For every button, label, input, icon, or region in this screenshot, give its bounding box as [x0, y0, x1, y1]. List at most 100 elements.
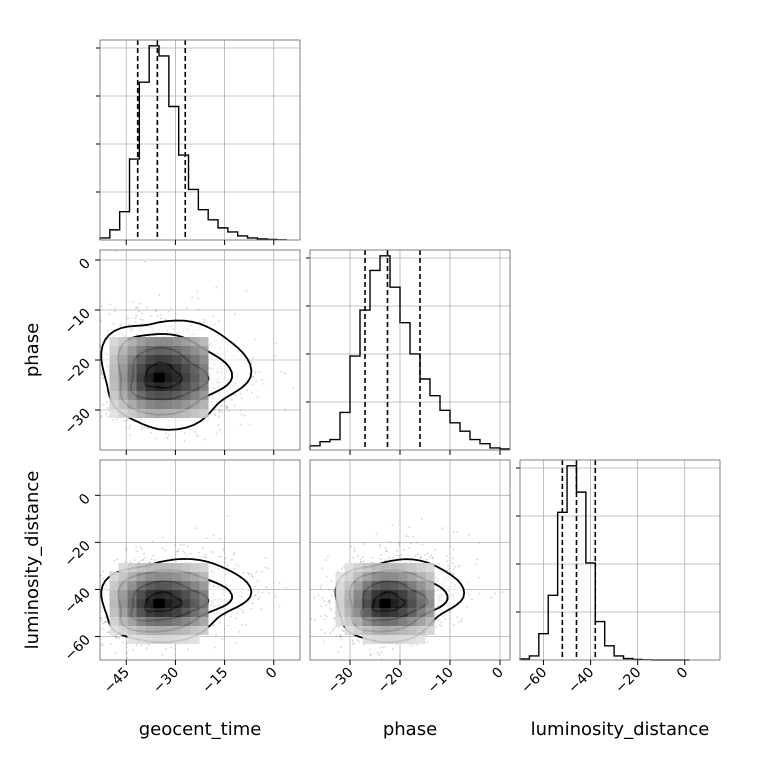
density-cell [335, 617, 345, 627]
sample-point [68, 625, 70, 627]
y-tick-label: 0 [76, 256, 94, 274]
sample-point [224, 557, 227, 560]
density-cell [154, 346, 164, 355]
density-cell [362, 608, 372, 618]
density-cell [181, 635, 191, 645]
sample-point [129, 560, 132, 563]
x-tick-label: 0 [489, 665, 507, 683]
density-cell [154, 581, 164, 591]
density-cell [163, 355, 173, 364]
sample-point [235, 563, 237, 566]
sample-point [333, 617, 336, 620]
sample-point [169, 307, 172, 309]
sample-point [451, 572, 453, 575]
sample-point [362, 555, 364, 558]
sample-point [258, 370, 261, 373]
sample-point [255, 570, 258, 573]
density-cell [109, 581, 119, 591]
sample-point [175, 550, 178, 553]
density-cell [172, 382, 182, 391]
density-cell [344, 581, 354, 591]
sample-point [350, 545, 352, 548]
sample-point [105, 621, 108, 624]
sample-point [219, 429, 222, 431]
sample-point [233, 404, 236, 407]
sample-point [435, 625, 437, 628]
density-cell [181, 400, 191, 409]
sample-point [140, 559, 143, 562]
sample-point [380, 646, 382, 649]
sample-point [224, 614, 227, 616]
density-cell [172, 346, 182, 355]
density-cell [380, 581, 390, 591]
sample-point [115, 418, 118, 420]
sample-point [449, 617, 451, 620]
sample-point [89, 401, 91, 403]
sample-point [185, 554, 188, 557]
density-cell [199, 346, 209, 355]
density-cell [145, 382, 155, 391]
density-cell [145, 409, 155, 418]
sample-point [241, 608, 244, 611]
sample-point [170, 556, 173, 559]
sample-point [280, 370, 283, 373]
sample-point [204, 555, 206, 558]
sample-point [191, 296, 194, 299]
density-cell [154, 355, 164, 364]
sample-point [254, 594, 257, 597]
density-cell [154, 572, 164, 582]
y-tick-label: −10 [62, 306, 94, 338]
density-cell [127, 590, 137, 600]
sample-point [204, 553, 206, 556]
density-cell [389, 626, 399, 636]
sample-point [219, 622, 221, 624]
sample-point [219, 409, 222, 412]
sample-point [106, 329, 109, 332]
sample-point [92, 392, 94, 394]
sample-point [275, 342, 278, 345]
density-cell [145, 572, 155, 582]
sample-point [45, 388, 47, 390]
sample-point [89, 352, 91, 354]
density-cell [425, 599, 435, 609]
density-cell [163, 391, 173, 400]
density-cell [425, 581, 435, 591]
sample-point [213, 623, 215, 626]
sample-point [250, 360, 253, 363]
sample-point [383, 646, 385, 649]
sample-point [135, 643, 138, 646]
density-cell [335, 572, 345, 582]
x-tick-label: −40 [565, 665, 597, 697]
sample-point [452, 562, 455, 565]
sample-point [100, 574, 103, 577]
sample-point [414, 555, 417, 557]
sample-point [452, 573, 455, 576]
density-cell [118, 626, 128, 636]
sample-point [107, 631, 110, 634]
sample-point [167, 434, 170, 437]
sample-point [205, 556, 208, 559]
density-cell [380, 563, 390, 573]
sample-point [226, 406, 229, 409]
sample-point [379, 557, 382, 560]
sample-point [319, 586, 322, 589]
sample-point [211, 551, 214, 554]
sample-point [196, 290, 199, 293]
sample-point [198, 551, 200, 554]
sample-point [257, 591, 260, 593]
density-cell [335, 608, 345, 618]
density-cell [145, 337, 155, 346]
sample-point [97, 640, 99, 642]
sample-point [461, 618, 464, 620]
sample-point [164, 318, 167, 321]
density-cell [371, 599, 381, 609]
sample-point [330, 580, 333, 582]
sample-point [440, 621, 443, 624]
sample-point [396, 549, 399, 552]
density-cell [109, 391, 119, 400]
density-cell [163, 590, 173, 600]
sample-point [180, 544, 182, 546]
sample-point [174, 312, 177, 315]
x-tick-label: −45 [101, 665, 133, 697]
sample-point [265, 586, 268, 588]
